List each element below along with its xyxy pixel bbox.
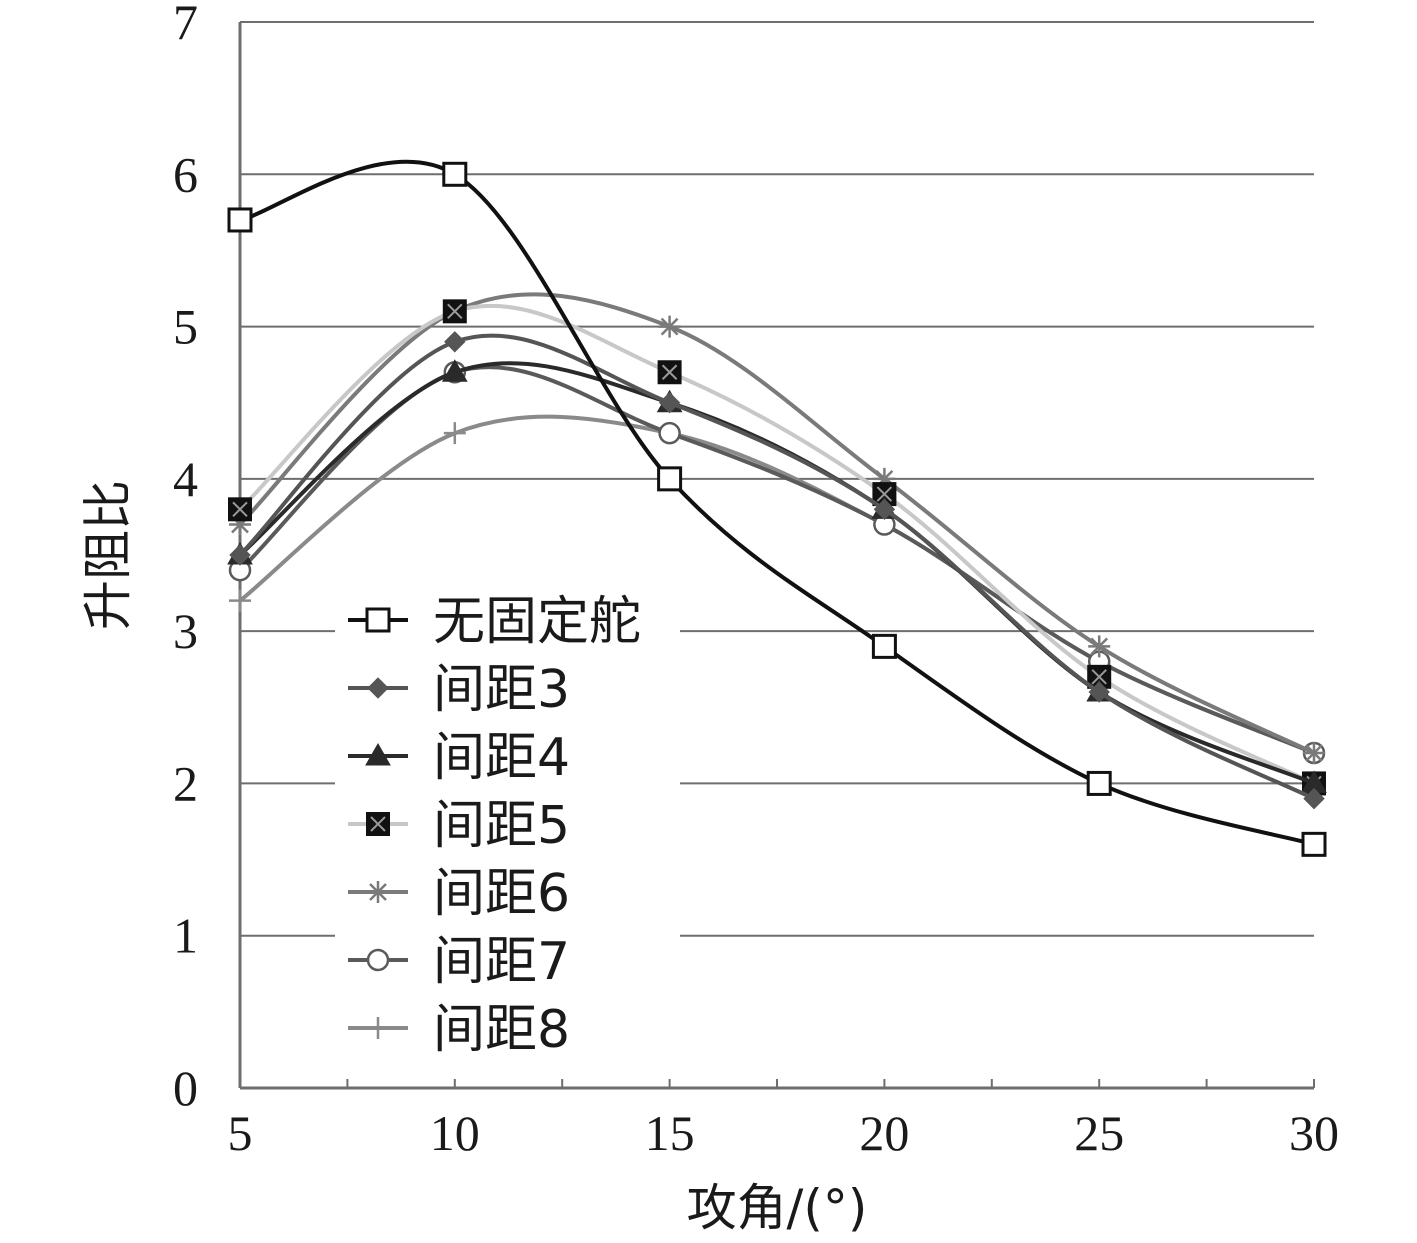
series-layer	[227, 159, 1327, 857]
series-0	[227, 159, 1327, 857]
x-tick-label: 20	[859, 1105, 909, 1161]
data-point	[366, 812, 390, 836]
data-point	[229, 589, 251, 612]
legend-item: 无固定舵	[348, 592, 641, 652]
x-tick-label: 25	[1074, 1105, 1124, 1161]
data-point	[443, 422, 466, 445]
y-tick-label: 5	[173, 299, 198, 355]
point-cross	[876, 486, 893, 502]
data-point	[872, 482, 897, 507]
data-point	[367, 1017, 389, 1039]
data-point	[873, 498, 896, 521]
data-point	[658, 392, 681, 414]
legend-label: 间距7	[433, 932, 570, 992]
point-cross	[370, 816, 386, 832]
legend-label: 间距4	[433, 728, 570, 788]
data-point	[658, 421, 681, 445]
y-axis-title: 升阻比	[79, 480, 137, 630]
data-point	[367, 677, 389, 699]
data-point	[873, 467, 896, 490]
data-point	[1301, 831, 1327, 857]
y-tick-label: 3	[173, 603, 198, 659]
data-point	[1303, 787, 1325, 810]
series-1	[229, 331, 1325, 810]
data-point	[1088, 635, 1111, 658]
data-point	[229, 544, 251, 566]
x-tick-label: 10	[430, 1105, 480, 1161]
y-tick-label: 0	[173, 1060, 198, 1116]
point-cross	[1091, 669, 1107, 685]
y-tick-label: 1	[173, 908, 198, 964]
legend-background	[335, 585, 680, 1075]
legend-label: 间距3	[433, 660, 570, 720]
legend-item: 间距4	[348, 728, 570, 788]
series-line	[238, 303, 1315, 786]
legend-label: 间距8	[433, 1000, 570, 1060]
x-tick-label: 15	[645, 1105, 695, 1161]
x-tick-label: 5	[228, 1105, 253, 1161]
data-point	[658, 315, 681, 338]
data-point	[444, 331, 466, 353]
x-tick-label: 30	[1289, 1105, 1339, 1161]
data-point	[366, 948, 390, 972]
series-line	[238, 333, 1315, 801]
legend-label: 无固定舵	[433, 592, 641, 652]
data-point	[442, 161, 468, 187]
y-tick-label: 7	[173, 0, 198, 50]
series-4	[229, 292, 1325, 764]
data-point	[1303, 741, 1325, 764]
data-point	[657, 466, 683, 492]
legend-label: 间距5	[433, 796, 570, 856]
data-point	[367, 881, 389, 903]
data-point	[1086, 770, 1112, 796]
y-tick-label: 6	[173, 146, 198, 202]
legend-item: 间距7	[348, 932, 570, 992]
data-point	[227, 207, 253, 233]
point-cross	[447, 303, 463, 320]
x-axis-title: 攻角/(°)	[687, 1179, 868, 1237]
legend-item: 间距5	[348, 796, 570, 856]
series-line	[238, 292, 1315, 755]
y-tick-label: 2	[173, 755, 198, 811]
data-point	[657, 360, 682, 385]
data-point	[365, 742, 391, 766]
legend-item: 间距6	[348, 864, 570, 924]
point-cross	[661, 364, 678, 380]
legend-item: 间距3	[348, 660, 570, 720]
data-point	[441, 359, 468, 382]
data-point	[365, 607, 391, 633]
legend-item: 间距8	[348, 1000, 570, 1060]
y-tick-label: 4	[173, 451, 198, 507]
data-point	[1088, 681, 1110, 703]
point-cross	[232, 501, 248, 518]
data-point	[442, 299, 467, 324]
tick-layer: 0 1 2 3 4 5 6 7 5 10 15 20 25 30	[173, 0, 1339, 1161]
data-point	[228, 497, 252, 522]
data-point	[871, 633, 897, 659]
legend-label: 间距6	[433, 864, 570, 924]
data-point	[229, 513, 251, 536]
